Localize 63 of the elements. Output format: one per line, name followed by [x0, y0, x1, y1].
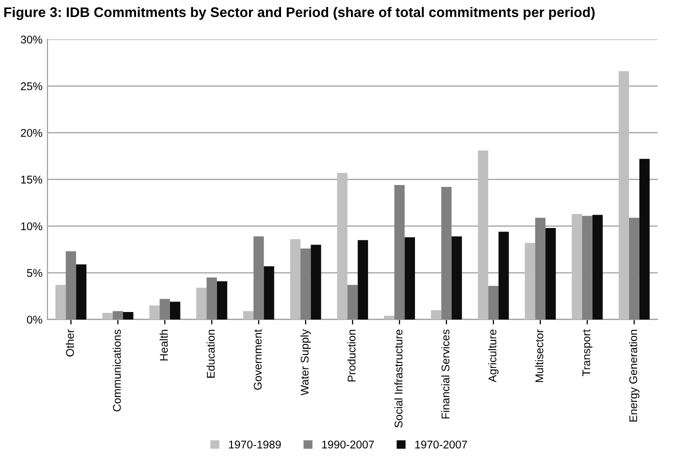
y-tick-label: 0%: [26, 316, 42, 324]
x-tick-label: Financial Services: [441, 330, 450, 418]
bar: [639, 158, 650, 320]
bar: [243, 311, 254, 320]
bar: [347, 284, 358, 320]
x-tick-label: Water Supply: [300, 329, 311, 396]
chart-title: Figure 3: IDB Commitments by Sector and Period (share of total commitments per period): [4, 6, 595, 20]
x-tick-label: Energy Generation: [629, 330, 640, 422]
bar: [404, 237, 415, 320]
bar: [310, 244, 322, 320]
bar: [572, 214, 582, 320]
x-tick-label: Agriculture: [488, 330, 499, 382]
bar: [55, 284, 66, 320]
bar: [592, 214, 603, 320]
bar: [216, 281, 228, 320]
bar: [170, 302, 180, 320]
bar: [112, 311, 124, 320]
bar: [290, 239, 300, 320]
bar: [618, 71, 630, 320]
bar: [264, 266, 274, 320]
bar: [102, 312, 113, 320]
bar: [196, 288, 207, 320]
x-tick-label: Production: [347, 330, 356, 382]
bar: [535, 218, 546, 320]
bar: [384, 316, 394, 320]
bar: [123, 312, 134, 320]
bar: [545, 228, 556, 320]
bar: [629, 218, 640, 320]
bar: [394, 185, 405, 320]
y-tick-label: 5%: [26, 269, 42, 277]
y-tick-label: 25%: [20, 82, 42, 90]
bar: [524, 242, 536, 320]
y-tick-label: 15%: [21, 176, 42, 184]
bar: [358, 240, 368, 320]
bar: [160, 298, 170, 320]
x-tick-label: Other: [66, 329, 74, 356]
y-tick-label: 10%: [21, 222, 42, 230]
bar: [76, 264, 86, 320]
bar: [206, 277, 217, 320]
bar: [337, 172, 348, 320]
bar: [582, 216, 592, 320]
x-tick-label: Government: [254, 329, 262, 390]
legend-label: 1970-1989: [229, 440, 281, 448]
bar: [149, 305, 160, 320]
x-tick-label: Multisector: [535, 329, 544, 382]
bar: [498, 232, 509, 320]
x-tick-label: Communications: [112, 330, 121, 412]
bar: [478, 150, 488, 320]
y-tick-label: 20%: [20, 128, 42, 137]
bar: [300, 248, 311, 320]
x-tick-label: Social Infrastructure: [394, 330, 402, 428]
y-tick-label: 30%: [20, 36, 42, 44]
bar: [441, 186, 452, 320]
bar: [488, 286, 499, 320]
x-tick-label: Education: [206, 330, 215, 378]
bar: [66, 251, 76, 320]
legend-label: 1970-2007: [415, 440, 468, 448]
bar: [452, 236, 462, 320]
bar: [430, 310, 442, 320]
bar: [254, 236, 264, 320]
legend-label: 1990-2007: [322, 440, 374, 448]
x-tick-label: Health: [160, 330, 168, 360]
x-tick-label: Transport: [582, 329, 592, 376]
